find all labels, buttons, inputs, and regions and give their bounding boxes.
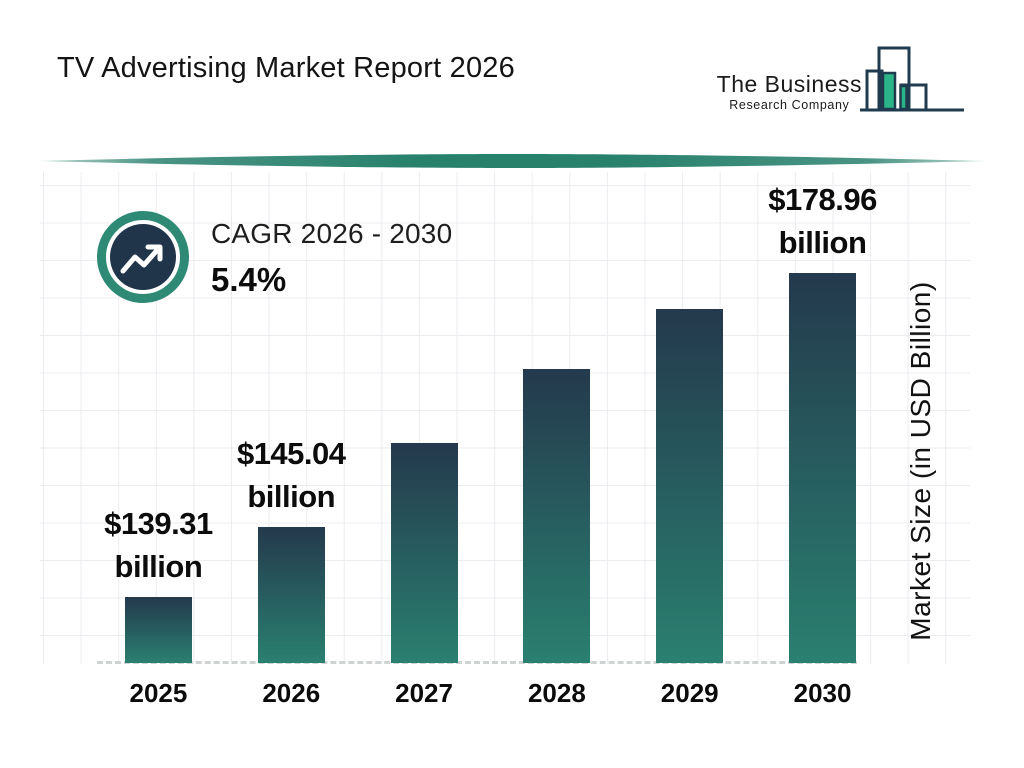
x-axis-label-2029: 2029 bbox=[660, 678, 719, 708]
bar-column-2030: $178.96 billion bbox=[756, 178, 889, 663]
bar-2027 bbox=[390, 443, 458, 663]
bar-column-2028 bbox=[490, 369, 623, 663]
company-name: The Business bbox=[716, 71, 862, 97]
y-axis-title: Market Size (in USD Billion) bbox=[905, 281, 936, 641]
bars-layer: $139.31 billion $145.04 billion $178.96 billi… bbox=[92, 172, 889, 663]
cagr-value: 5.4% bbox=[211, 261, 287, 298]
bar-2025 bbox=[124, 597, 192, 663]
x-axis-label-2027: 2027 bbox=[395, 678, 453, 708]
value-label-2026: $145.04 billion bbox=[236, 436, 346, 514]
x-axis-labels: 2025 2026 2027 2028 2029 2030 bbox=[92, 678, 889, 709]
bar-column-2025: $139.31 billion bbox=[92, 502, 225, 663]
company-logo-text: The Business Research Company bbox=[717, 71, 862, 114]
x-axis-label-2026: 2026 bbox=[262, 678, 321, 708]
skyline-bars-icon bbox=[860, 46, 964, 112]
bar-column-2027 bbox=[358, 443, 491, 663]
company-logo: The Business Research Company bbox=[717, 40, 966, 114]
trending-up-badge-icon bbox=[97, 211, 189, 303]
value-label-2030: $178.96 billion bbox=[768, 182, 877, 260]
page-title: TV Advertising Market Report 2026 bbox=[57, 52, 515, 84]
bar-2029 bbox=[656, 309, 724, 663]
bar-2030 bbox=[789, 273, 857, 663]
x-axis-label-2025: 2025 bbox=[129, 678, 188, 708]
x-axis-label-2030: 2030 bbox=[793, 678, 852, 708]
company-subtitle: Research Company bbox=[729, 98, 850, 112]
bar-2028 bbox=[523, 369, 591, 663]
divider-swoosh bbox=[40, 154, 985, 168]
x-axis-label-2028: 2028 bbox=[527, 678, 586, 708]
chart-baseline-dashed bbox=[97, 661, 857, 664]
value-label-2025: $139.31 billion bbox=[104, 506, 213, 584]
cagr-period-label: CAGR 2026 - 2030 bbox=[211, 218, 453, 249]
bar-2026 bbox=[257, 527, 325, 663]
bar-column-2026: $145.04 billion bbox=[225, 432, 358, 663]
bar-column-2029 bbox=[623, 309, 756, 663]
